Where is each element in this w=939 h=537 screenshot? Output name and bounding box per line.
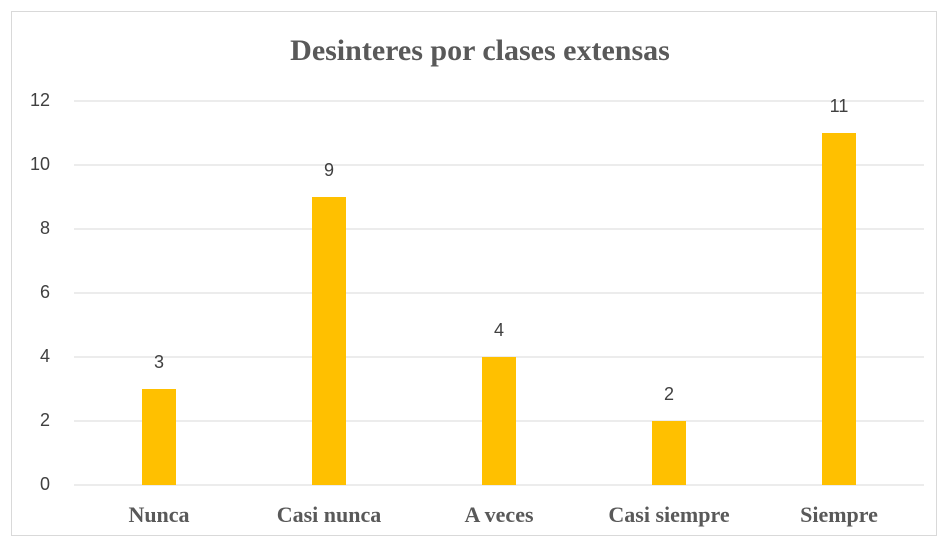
bar bbox=[482, 357, 516, 485]
y-tick-label: 6 bbox=[40, 282, 50, 302]
bar bbox=[652, 421, 686, 485]
y-tick-label: 10 bbox=[30, 154, 50, 174]
bar bbox=[822, 133, 856, 485]
data-label: 2 bbox=[664, 384, 674, 404]
data-label: 9 bbox=[324, 160, 334, 180]
y-tick-label: 2 bbox=[40, 410, 50, 430]
x-tick-label: Siempre bbox=[800, 502, 878, 527]
x-tick-label: Casi nunca bbox=[277, 502, 382, 527]
data-label: 11 bbox=[830, 96, 849, 116]
x-tick-label: Nunca bbox=[128, 502, 189, 527]
bar bbox=[142, 389, 176, 485]
y-tick-label: 8 bbox=[40, 218, 50, 238]
chart-title: Desinteres por clases extensas bbox=[290, 34, 670, 67]
data-label: 4 bbox=[494, 320, 504, 340]
x-tick-label: Casi siempre bbox=[608, 502, 729, 527]
data-label: 3 bbox=[154, 352, 164, 372]
y-tick-label: 12 bbox=[30, 90, 50, 110]
y-tick-label: 0 bbox=[40, 474, 50, 494]
bar bbox=[312, 197, 346, 485]
x-tick-label: A veces bbox=[464, 502, 533, 527]
y-tick-label: 4 bbox=[40, 346, 50, 366]
